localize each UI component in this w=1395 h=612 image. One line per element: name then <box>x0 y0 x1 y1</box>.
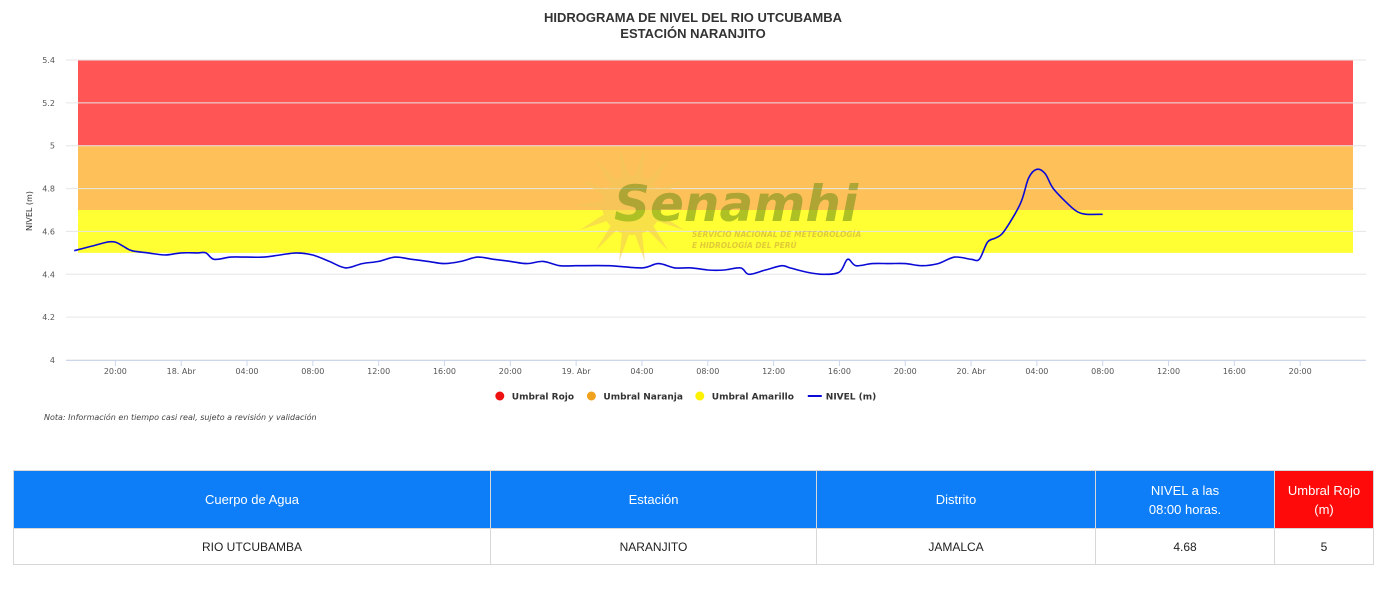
sun-ray <box>635 148 645 177</box>
x-tick-label: 19. Abr <box>562 367 592 376</box>
table-header-row: Cuerpo de Agua Estación Distrito NIVEL a… <box>13 470 1374 529</box>
sun-ray <box>619 233 629 262</box>
y-tick-label: 4.8 <box>42 185 55 194</box>
x-tick-label: 12:00 <box>762 367 785 376</box>
chart-note: Nota: Información en tiempo casi real, s… <box>44 413 317 422</box>
header-distrito: Distrito <box>816 470 1096 529</box>
x-tick-label: 20:00 <box>894 367 917 376</box>
watermark-line1: SERVICIO NACIONAL DE METEOROLOGÍA <box>692 230 861 239</box>
legend-label: Umbral Naranja <box>603 393 683 403</box>
legend-item: Umbral Naranja <box>586 391 683 403</box>
sun-ray <box>595 226 617 251</box>
header-nivel: NIVEL a las 08:00 horas. <box>1095 470 1275 529</box>
sun-ray <box>635 233 645 262</box>
legend-dot-symbol <box>695 391 705 401</box>
x-tick-label: 16:00 <box>828 367 851 376</box>
x-tick-label: 04:00 <box>1025 367 1048 376</box>
cell-nivel: 4.68 <box>1095 528 1275 565</box>
y-tick-label: 5.4 <box>42 56 55 65</box>
sun-ray <box>647 226 669 251</box>
station-table: Cuerpo de Agua Estación Distrito NIVEL a… <box>13 470 1374 565</box>
chart-legend: Umbral Rojo Umbral Naranja Umbral Amarillo… <box>495 391 876 403</box>
x-tick-label: 20:00 <box>499 367 522 376</box>
band-umbral-naranja <box>78 145 1353 210</box>
chart-subtitle: ESTACIÓN NARANJITO <box>620 26 765 41</box>
header-cuerpo-de-agua: Cuerpo de Agua <box>13 470 491 529</box>
table-row: RIO UTCUBAMBA NARANJITO JAMALCA 4.68 5 <box>13 528 1374 565</box>
x-tick-label: 20:00 <box>1289 367 1312 376</box>
sun-logo-icon <box>574 148 690 262</box>
y-axis-label: NIVEL (m) <box>25 191 34 231</box>
sun-ray <box>619 148 629 177</box>
sun-ray <box>661 201 690 209</box>
x-tick-label: 20:00 <box>104 367 127 376</box>
legend-dot-symbol <box>586 391 596 401</box>
cell-umbral-rojo: 5 <box>1274 528 1374 565</box>
x-tick-label: 16:00 <box>433 367 456 376</box>
x-axis: 20:00 18. Abr 04:00 08:00 12:00 16:00 20:00 19.… <box>66 360 1366 376</box>
x-tick-label: 08:00 <box>1091 367 1114 376</box>
legend-label: Umbral Rojo <box>512 393 574 403</box>
x-tick-label: 20. Abr <box>957 367 987 376</box>
sun-ray <box>579 179 607 196</box>
sun-ray <box>574 201 603 209</box>
watermark-line2: E HIDROLOGÍA DEL PERÚ <box>692 241 797 250</box>
x-tick-label: 08:00 <box>696 367 719 376</box>
y-tick-label: 4 <box>50 356 55 365</box>
cell-cuerpo-de-agua: RIO UTCUBAMBA <box>13 528 491 565</box>
y-axis-ticks: 4 4.2 4.4 4.6 4.8 5 5.2 5.4 <box>42 56 55 365</box>
header-estacion: Estación <box>490 470 817 529</box>
y-tick-label: 4.6 <box>42 227 55 236</box>
sun-core <box>602 175 662 235</box>
nivel-series-line <box>74 168 1103 276</box>
y-tick-label: 5.2 <box>42 99 55 108</box>
y-tick-label: 5 <box>50 142 55 151</box>
header-nivel-line1: NIVEL a las <box>1150 482 1220 498</box>
hydrograph-chart: HIDROGRAMA DE NIVEL DEL RIO UTCUBAMBA ES… <box>25 10 1366 403</box>
legend-label: Umbral Amarillo <box>712 393 794 403</box>
cell-distrito: JAMALCA <box>816 528 1096 565</box>
legend-item: NIVEL (m) <box>807 393 876 403</box>
y-tick-label: 4.2 <box>42 313 55 322</box>
legend-dot-symbol <box>495 391 505 401</box>
x-tick-label: 18. Abr <box>167 367 197 376</box>
y-tick-label: 4.4 <box>42 270 55 279</box>
x-tick-label: 12:00 <box>1157 367 1180 376</box>
x-tick-label: 04:00 <box>235 367 258 376</box>
legend-item: Umbral Rojo <box>495 391 574 403</box>
header-nivel-line2: 08:00 horas. <box>1148 501 1222 517</box>
watermark-brand: Senamhi <box>614 175 859 233</box>
sun-ray <box>657 179 685 196</box>
senamhi-watermark: Senamhi SERVICIO NACIONAL DE METEOROLOGÍ… <box>574 148 861 262</box>
x-tick-label: 08:00 <box>301 367 324 376</box>
chart-title: HIDROGRAMA DE NIVEL DEL RIO UTCUBAMBA <box>544 10 843 25</box>
header-umbral-rojo: Umbral Rojo (m) <box>1274 470 1374 529</box>
sun-ray <box>647 159 669 184</box>
x-tick-label: 12:00 <box>367 367 390 376</box>
x-tick-label: 16:00 <box>1223 367 1246 376</box>
sun-ray <box>579 214 607 231</box>
sun-ray <box>657 214 685 231</box>
cell-estacion: NARANJITO <box>490 528 817 565</box>
x-tick-label: 04:00 <box>630 367 653 376</box>
legend-item: Umbral Amarillo <box>695 391 794 403</box>
legend-label: NIVEL (m) <box>826 393 876 403</box>
sun-ray <box>595 159 617 184</box>
